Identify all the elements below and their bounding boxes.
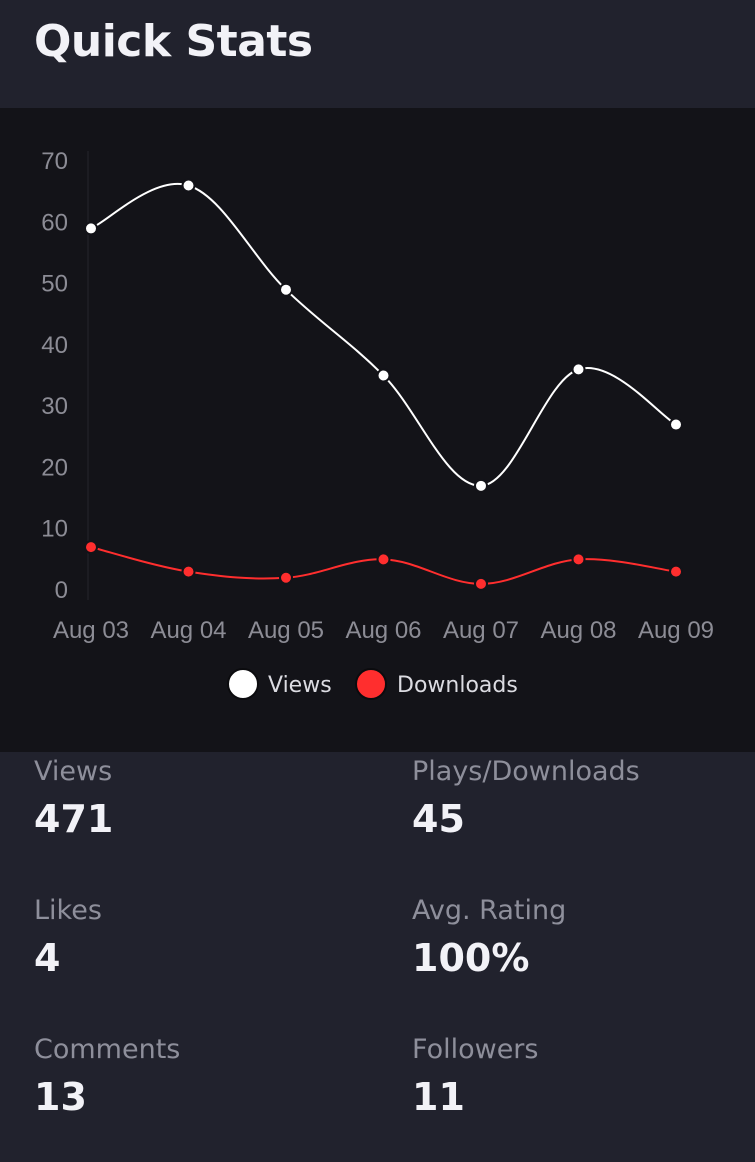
stat-value: 4	[34, 936, 61, 980]
y-tick-label: 20	[41, 454, 68, 481]
x-tick-label: Aug 07	[443, 617, 519, 644]
x-tick-label: Aug 04	[150, 617, 226, 644]
data-point-downloads[interactable]	[669, 564, 683, 579]
y-tick-label: 30	[41, 393, 68, 420]
x-tick-label: Aug 08	[540, 617, 616, 644]
stat-label: Comments	[34, 1034, 181, 1065]
stat-plays-downloads: Plays/Downloads 45	[412, 756, 640, 841]
y-tick-label: 70	[41, 148, 68, 175]
data-point-views[interactable]	[474, 478, 488, 493]
stat-label: Followers	[412, 1034, 539, 1065]
x-tick-label: Aug 03	[53, 617, 129, 644]
stat-value: 11	[412, 1075, 465, 1119]
x-tick-label: Aug 06	[345, 617, 421, 644]
stat-value: 471	[34, 797, 114, 841]
stat-value: 100%	[412, 936, 530, 980]
legend-marker-views[interactable]	[227, 668, 259, 700]
header: Quick Stats	[0, 0, 755, 108]
stat-label: Avg. Rating	[412, 895, 567, 926]
stat-followers: Followers 11	[412, 1034, 538, 1119]
data-point-views[interactable]	[279, 282, 293, 297]
stat-value: 13	[34, 1075, 87, 1119]
data-point-downloads[interactable]	[279, 570, 293, 585]
y-tick-label: 0	[55, 577, 68, 604]
series-points	[84, 178, 683, 591]
y-tick-label: 40	[41, 332, 68, 359]
stats-grid: Views 471 Plays/Downloads 45 Likes 4 Avg…	[0, 752, 755, 1162]
legend-label-views[interactable]: Views	[268, 673, 332, 698]
y-axis: 0 10 20 30 40 50 60 70	[41, 148, 89, 604]
chart-panel: 0 10 20 30 40 50 60 70 Aug 03 Aug 04 Aug 05 Aug 06…	[0, 108, 755, 752]
stat-label: Views	[34, 756, 113, 787]
data-point-downloads[interactable]	[181, 564, 196, 579]
stat-label: Likes	[34, 895, 102, 926]
data-point-views[interactable]	[376, 368, 391, 383]
x-tick-label: Aug 05	[248, 617, 324, 644]
data-point-views[interactable]	[181, 178, 196, 193]
x-tick-label: Aug 09	[638, 617, 714, 644]
stat-views: Views 471	[34, 756, 113, 841]
legend-marker-downloads[interactable]	[355, 668, 387, 700]
chart-legend: Views Downloads	[227, 668, 518, 700]
x-axis: Aug 03 Aug 04 Aug 05 Aug 06 Aug 07 Aug 08 Aug …	[53, 617, 714, 644]
data-point-views[interactable]	[84, 221, 98, 236]
series-lines	[90, 182, 677, 585]
stat-likes: Likes 4	[34, 895, 102, 980]
data-point-downloads[interactable]	[84, 540, 98, 555]
data-point-downloads[interactable]	[474, 576, 488, 591]
legend-label-downloads[interactable]: Downloads	[397, 673, 518, 698]
page-title: Quick Stats	[34, 16, 313, 67]
data-point-views[interactable]	[669, 417, 683, 432]
y-tick-label: 10	[41, 516, 68, 543]
stat-value: 45	[412, 797, 465, 841]
stat-comments: Comments 13	[34, 1034, 180, 1119]
stat-avg-rating: Avg. Rating 100%	[412, 895, 566, 980]
stat-label: Plays/Downloads	[412, 756, 640, 787]
y-tick-label: 60	[41, 209, 68, 236]
data-point-views[interactable]	[571, 362, 586, 377]
y-tick-label: 50	[41, 271, 68, 298]
data-point-downloads[interactable]	[376, 552, 391, 567]
series-line-views	[90, 182, 677, 487]
data-point-downloads[interactable]	[571, 552, 586, 567]
line-chart: 0 10 20 30 40 50 60 70 Aug 03 Aug 04 Aug 05 Aug 06…	[41, 148, 714, 700]
